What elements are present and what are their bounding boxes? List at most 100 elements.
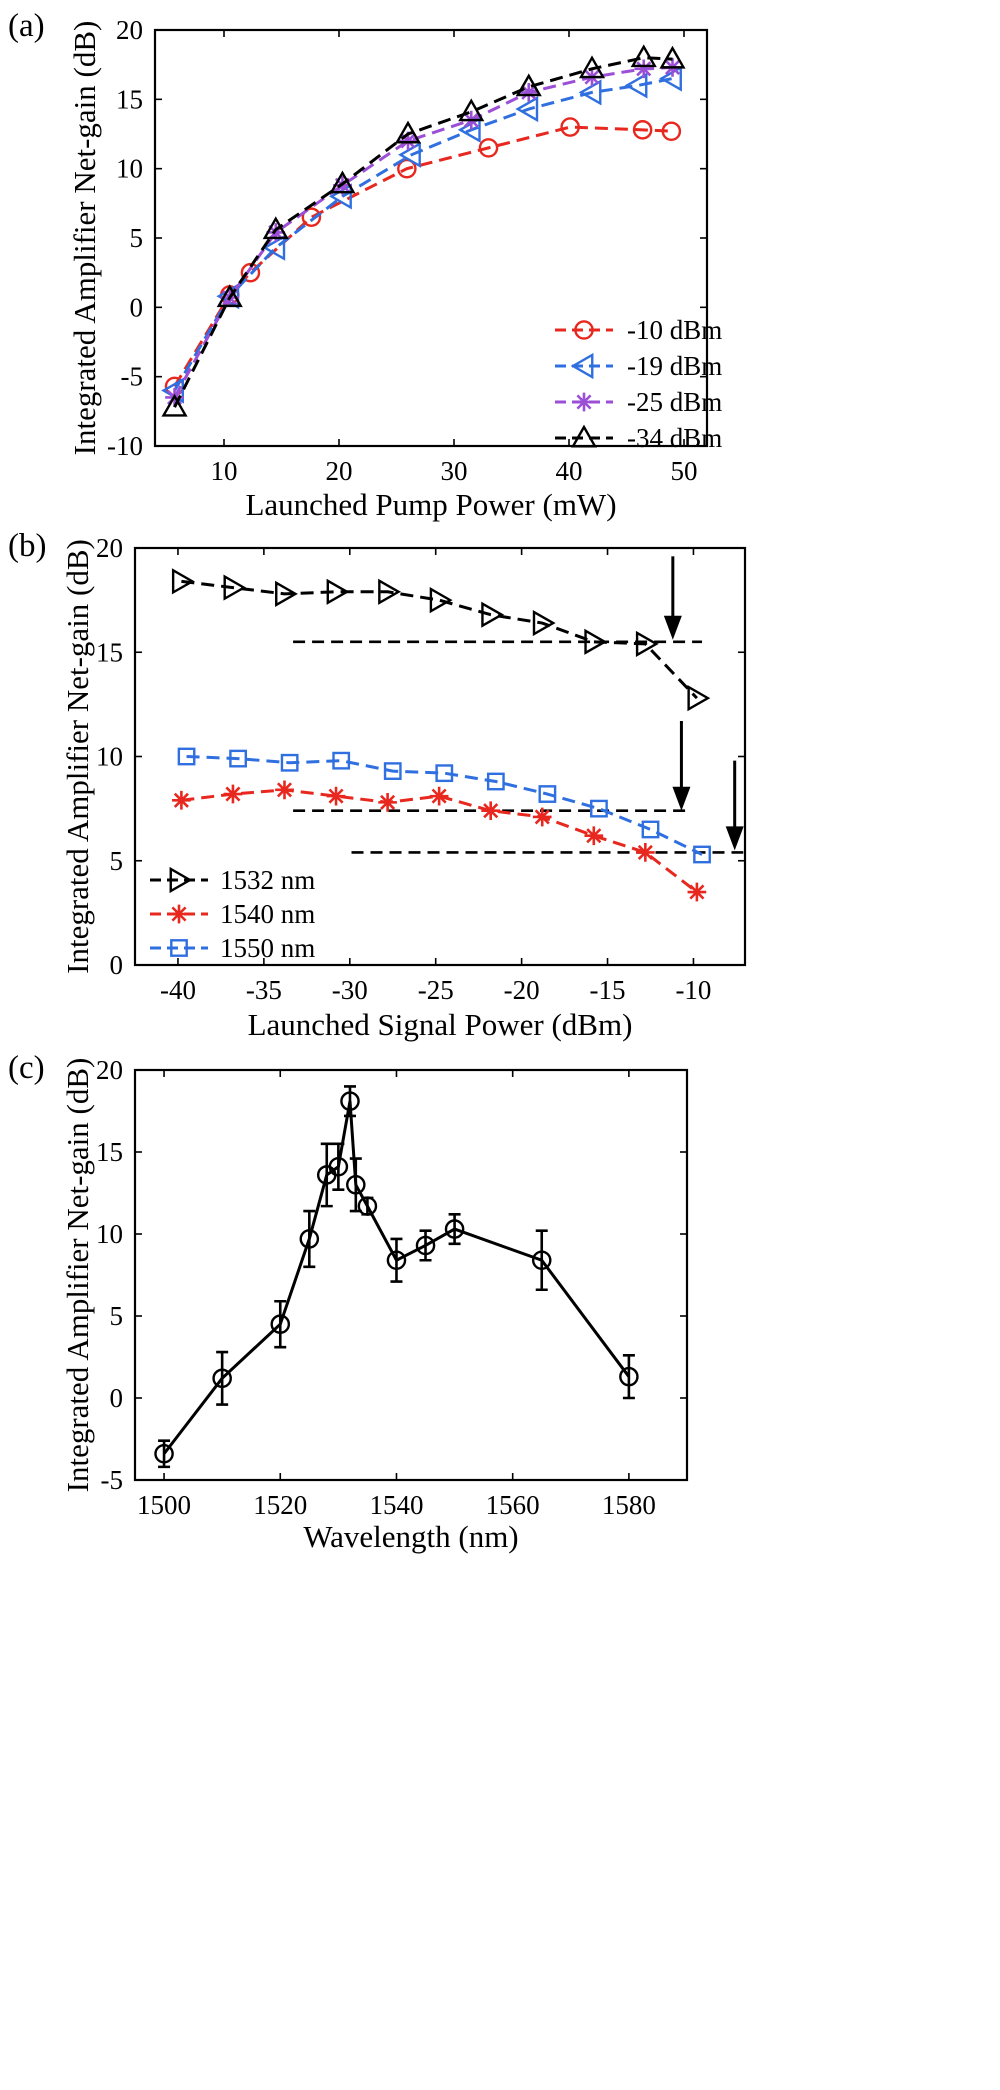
legend-marker	[570, 424, 598, 448]
data-point	[177, 747, 196, 766]
series--19-dBm	[161, 65, 682, 404]
x-axis-title: Launched Signal Power (dBm)	[248, 1007, 633, 1042]
data-point	[154, 1443, 174, 1464]
data-point	[397, 158, 417, 179]
data-point	[584, 826, 604, 846]
y-tick-label: 15	[116, 84, 143, 114]
arrow-head	[725, 826, 744, 851]
data-point	[635, 630, 659, 657]
legend-label: 1540 nm	[220, 899, 315, 929]
y-tick-label: 10	[116, 154, 143, 184]
data-point	[398, 131, 418, 151]
data-point	[619, 1366, 639, 1387]
data-point	[515, 95, 539, 123]
data-point	[481, 801, 501, 821]
series-1540-nm	[172, 780, 707, 902]
series--25-dBm	[165, 58, 682, 407]
data-point	[332, 751, 351, 770]
data-point	[635, 843, 655, 862]
data-point	[301, 207, 322, 227]
arrow-head	[672, 786, 691, 811]
data-point	[223, 574, 247, 601]
data-point	[444, 1219, 465, 1239]
y-tick-label: 10	[96, 742, 123, 772]
y-axis-title: Integrated Amplifier Net-gain (dB)	[67, 21, 102, 456]
data-point	[394, 120, 422, 144]
y-tick-label: 0	[130, 292, 144, 322]
series-line	[181, 788, 698, 894]
data-point	[172, 790, 191, 810]
data-point	[328, 1156, 349, 1177]
panel-label: (a)	[8, 8, 45, 44]
data-point	[531, 1250, 552, 1271]
data-point	[630, 44, 657, 68]
legend-marker	[169, 904, 189, 924]
series-line	[181, 579, 698, 700]
y-tick-label: 0	[110, 1383, 124, 1413]
series-line	[173, 77, 673, 392]
x-tick-label: 10	[211, 456, 238, 486]
data-point	[560, 117, 580, 137]
series--10-dBm	[164, 117, 682, 397]
data-point	[378, 793, 397, 812]
data-point	[458, 98, 485, 122]
x-tick-label: -10	[675, 975, 711, 1005]
chart-panel-3: 1500 1520 1540 1560 1580-505101520Wavelength…	[8, 1050, 689, 1554]
series-line	[173, 56, 673, 408]
y-tick-label: -5	[121, 362, 144, 392]
data-point	[624, 72, 648, 99]
data-point	[659, 45, 686, 69]
chart-panel-2: -40 -35 -30 -25 -20 -15 -10 0 5 10 15 20 Launched Si…	[8, 528, 747, 1042]
plot-frame	[153, 28, 709, 448]
x-tick-label: 1560	[486, 1490, 540, 1520]
data-point	[515, 73, 542, 97]
data-point	[326, 786, 346, 806]
y-tick-label: -5	[101, 1465, 124, 1495]
data-point	[415, 1235, 436, 1256]
data-point	[386, 1250, 407, 1271]
series-1532-nm	[171, 568, 711, 712]
data-point	[661, 121, 682, 142]
y-axis-title: Integrated Amplifier Net-gain (dB)	[60, 1058, 95, 1493]
legend-label: -10 dBm	[627, 315, 722, 345]
data-point	[161, 393, 188, 417]
x-axis-title: Wavelength (nm)	[303, 1519, 518, 1554]
data-point	[229, 749, 247, 768]
data-point	[223, 784, 243, 804]
y-tick-label: 5	[110, 1301, 124, 1331]
data-point	[378, 578, 402, 605]
data-point	[486, 772, 505, 791]
legend-marker	[169, 866, 193, 894]
series-line	[162, 1100, 631, 1455]
data-point	[340, 1091, 360, 1111]
y-tick-label: 15	[96, 1137, 123, 1167]
series-line	[186, 755, 703, 856]
series--34-dBm	[161, 44, 686, 417]
legend-label: -34 dBm	[627, 423, 722, 453]
x-tick-label: -40	[160, 975, 196, 1005]
data-point	[641, 820, 660, 839]
data-point	[280, 753, 299, 772]
x-tick-label: -30	[332, 975, 368, 1005]
data-point	[532, 807, 552, 827]
legend-marker	[574, 392, 594, 412]
y-tick-label: 10	[96, 1219, 123, 1249]
panel-label: (c)	[8, 1050, 45, 1086]
data-point	[584, 628, 608, 655]
x-tick-label: 1500	[137, 1490, 191, 1520]
data-point	[240, 262, 261, 283]
arrow-head	[663, 615, 682, 640]
y-tick-label: 20	[96, 1055, 123, 1085]
y-axis-title: Integrated Amplifier Net-gain (dB)	[60, 539, 95, 974]
x-tick-label: -25	[418, 975, 454, 1005]
data-point	[326, 578, 350, 605]
data-point	[212, 1368, 232, 1389]
data-point	[216, 284, 243, 308]
y-tick-label: 20	[116, 15, 143, 45]
data-point	[634, 59, 654, 79]
error-bar	[622, 1354, 635, 1400]
y-tick-label: -10	[107, 431, 143, 461]
x-tick-label: 20	[326, 456, 353, 486]
x-tick-label: 1580	[602, 1490, 656, 1520]
